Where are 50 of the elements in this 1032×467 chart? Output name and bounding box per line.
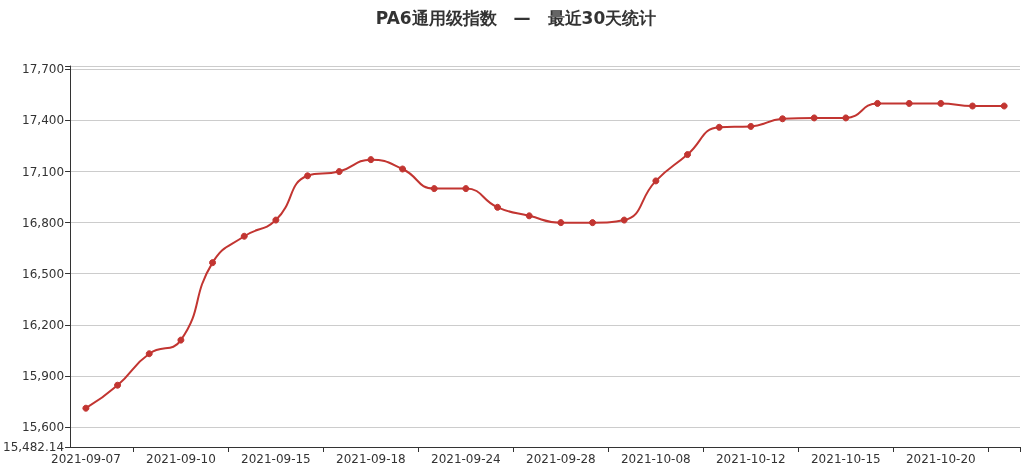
point <box>747 122 755 130</box>
point <box>430 185 438 193</box>
x-tick-label: 2021-09-24 <box>431 452 501 466</box>
point <box>525 212 533 220</box>
y-tick-label: 16,800 <box>22 215 65 230</box>
point <box>177 336 185 344</box>
x-tick-label: 2021-09-18 <box>336 452 406 466</box>
point <box>842 114 850 122</box>
y-tick-label: 17,700 <box>22 62 65 77</box>
y-tick-label: 17,100 <box>22 164 65 179</box>
y-tick-label: 15,600 <box>22 419 65 434</box>
point <box>684 151 692 159</box>
point <box>399 165 407 173</box>
x-tick-label: 2021-10-15 <box>810 452 881 466</box>
point <box>937 99 945 107</box>
point <box>779 115 787 123</box>
point <box>304 172 312 180</box>
point <box>272 216 280 224</box>
point <box>114 381 122 389</box>
point <box>652 177 660 185</box>
x-tick-label: 2021-10-12 <box>715 452 786 466</box>
point <box>620 216 628 224</box>
y-tick-label: 16,200 <box>22 317 65 332</box>
x-tick-label: 2021-09-07 <box>51 452 121 466</box>
point <box>874 99 882 107</box>
point <box>240 232 248 240</box>
x-tick-label: 2021-10-20 <box>905 452 976 466</box>
point <box>810 114 818 122</box>
x-tick-label: 2021-10-08 <box>620 452 691 466</box>
x-tick-label: 2021-09-10 <box>146 452 216 466</box>
y-tick-label: 15,900 <box>22 368 65 383</box>
y-tick-label: 15,482.14 <box>2 440 65 454</box>
point <box>589 219 597 227</box>
point <box>905 99 913 107</box>
point <box>462 185 470 193</box>
point <box>367 156 375 164</box>
point <box>969 102 976 110</box>
point <box>557 219 565 227</box>
point <box>1000 102 1008 110</box>
point <box>335 168 343 176</box>
point <box>82 404 90 412</box>
point <box>145 350 153 358</box>
y-tick-label: 16,500 <box>22 266 65 281</box>
point <box>494 203 502 211</box>
chart-title: PA6通用级指数 — 最近30天统计 <box>375 7 657 28</box>
point <box>715 123 723 131</box>
x-tick-label: 2021-09-15 <box>241 452 311 466</box>
y-tick-label: 17,400 <box>22 113 65 128</box>
x-tick-label: 2021-09-28 <box>525 452 596 466</box>
point <box>209 259 217 267</box>
